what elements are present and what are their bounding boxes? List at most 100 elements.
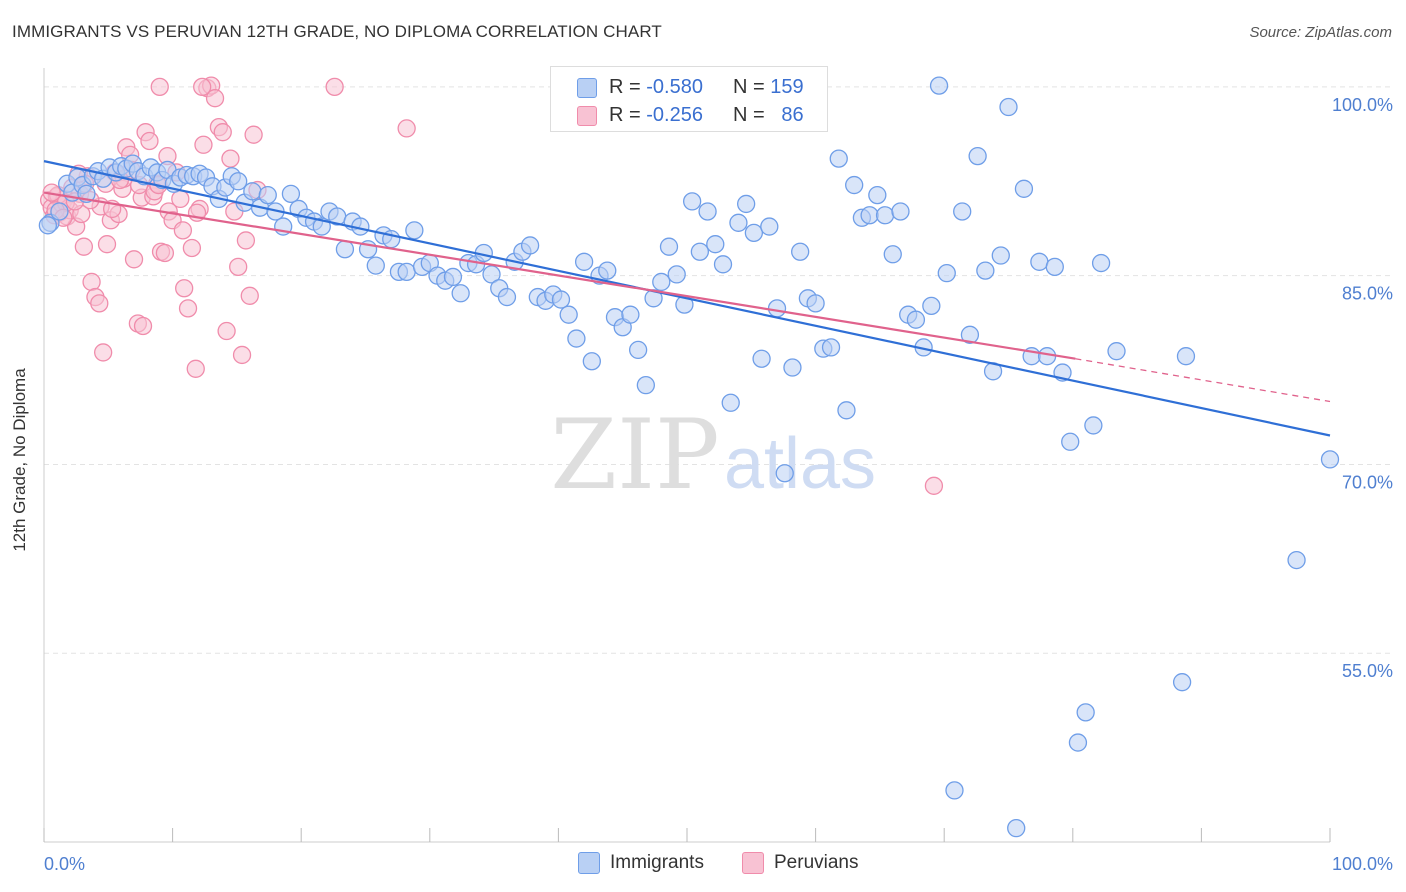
data-point	[767, 299, 787, 318]
data-point	[698, 202, 717, 221]
data-point	[221, 149, 240, 168]
data-point	[173, 221, 193, 240]
data-point	[1091, 253, 1111, 273]
legend-swatch-immigrants	[578, 852, 600, 874]
data-point	[240, 286, 259, 305]
data-point	[1076, 703, 1095, 722]
data-point	[82, 272, 101, 292]
data-point	[150, 77, 169, 97]
data-point	[868, 185, 887, 205]
data-point	[94, 343, 113, 362]
data-point	[258, 185, 277, 205]
data-point	[194, 135, 213, 154]
data-point	[906, 310, 926, 329]
data-point	[744, 223, 764, 243]
data-point	[405, 221, 424, 240]
data-point	[737, 194, 756, 214]
source-label: Source: ZipAtlas.com	[1249, 24, 1392, 41]
data-point	[574, 252, 594, 271]
data-point	[1007, 819, 1026, 838]
data-point	[205, 89, 225, 108]
data-point	[171, 189, 190, 209]
watermark: ZIP atlas	[550, 399, 876, 511]
data-point	[193, 77, 212, 97]
data-point	[976, 261, 995, 280]
legend-label-immigrants: Immigrants	[610, 852, 704, 873]
y-tick-label: 70.0%	[1342, 472, 1393, 492]
watermark-zip: ZIP	[550, 399, 719, 511]
data-point	[875, 206, 895, 225]
data-point	[752, 349, 771, 368]
data-point	[652, 272, 671, 292]
data-point	[175, 279, 194, 298]
data-point	[960, 325, 980, 344]
data-point	[598, 261, 617, 280]
y-tick-label: 55.0%	[1342, 661, 1393, 681]
data-point	[1176, 347, 1196, 366]
legend-n-label: N =	[733, 75, 765, 98]
data-point	[397, 119, 416, 138]
bottom-legend-peruvians: Peruvians	[742, 852, 859, 874]
data-point	[97, 235, 117, 254]
data-point	[883, 245, 902, 264]
legend-label-peruvians: Peruvians	[774, 852, 859, 873]
bottom-legend-immigrants: Immigrants	[578, 852, 704, 874]
data-point	[482, 265, 501, 284]
data-point	[667, 265, 686, 284]
data-point	[451, 284, 470, 303]
legend-r-value: -0.580	[646, 75, 703, 98]
data-point	[682, 192, 702, 211]
data-point	[140, 131, 159, 151]
peruvians-trend-extension	[1075, 358, 1331, 403]
legend-r-label: R =	[609, 75, 641, 98]
trend-lines	[43, 160, 1331, 437]
data-point	[791, 242, 810, 261]
data-point	[124, 250, 144, 269]
legend-n-value: 86	[781, 103, 804, 126]
legend-swatch-peruvians	[742, 852, 764, 874]
legend-r-value: -0.256	[646, 103, 703, 126]
x-tick-labels: 0.0% 100.0%	[44, 854, 1393, 874]
data-point	[1320, 450, 1340, 469]
data-point	[1084, 416, 1103, 435]
data-point	[999, 97, 1018, 117]
legend-n-value: 159	[770, 75, 804, 98]
data-point	[229, 257, 248, 276]
data-point	[243, 182, 262, 201]
grid-lines	[44, 86, 1394, 654]
peruvians-trend-line	[43, 191, 1076, 360]
data-point	[690, 242, 710, 261]
x-tick-label: 0.0%	[44, 854, 85, 874]
data-point	[713, 255, 733, 274]
watermark-atlas: atlas	[724, 424, 876, 504]
y-tick-label: 85.0%	[1342, 284, 1393, 304]
data-point	[659, 237, 679, 256]
data-point	[236, 231, 256, 250]
data-point	[929, 76, 949, 95]
data-point	[721, 393, 740, 412]
legend-swatch-immigrants	[577, 78, 597, 98]
data-point	[924, 476, 944, 495]
data-point	[806, 294, 825, 313]
data-point	[232, 345, 252, 365]
y-tick-labels: 100.0% 85.0% 70.0% 55.0%	[1332, 95, 1393, 681]
data-point	[582, 352, 601, 371]
data-point	[706, 235, 725, 254]
axes	[43, 68, 1331, 843]
data-point	[829, 149, 848, 168]
data-point	[783, 358, 802, 377]
data-point	[155, 243, 175, 263]
immigrants-trend-line	[43, 160, 1331, 437]
data-point	[628, 340, 648, 360]
data-point	[1068, 733, 1088, 752]
data-point	[1030, 252, 1049, 271]
data-point	[775, 464, 794, 483]
data-point	[821, 338, 841, 357]
x-tick-label: 100.0%	[1332, 854, 1393, 874]
data-point	[182, 238, 202, 258]
data-point	[281, 184, 301, 204]
data-point	[621, 305, 640, 324]
data-point	[178, 299, 198, 318]
data-point	[497, 287, 517, 307]
